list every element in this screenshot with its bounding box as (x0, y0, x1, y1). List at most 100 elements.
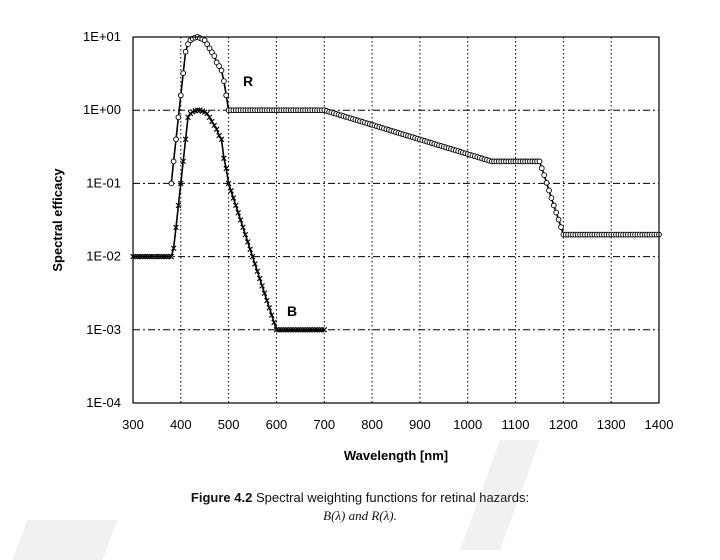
data-point-b (158, 253, 165, 260)
x-tick-label: 900 (409, 417, 431, 432)
data-point-b (240, 224, 246, 231)
data-point-r (204, 41, 210, 47)
data-point-b (144, 253, 151, 260)
data-point-b (311, 327, 318, 333)
data-point-b (180, 158, 186, 165)
data-point-r (216, 63, 222, 69)
data-point-b (178, 180, 184, 187)
y-tick-labels: 1E-04 1E-03 1E-02 1E-01 1E+00 1E+01 (83, 29, 121, 410)
y-tick-label: 1E+01 (83, 29, 121, 44)
data-point-b (221, 155, 227, 162)
x-tick-label: 800 (361, 417, 383, 432)
data-point-b (302, 327, 308, 333)
data-point-r (182, 48, 189, 55)
plot-area (133, 37, 659, 403)
data-point-b (314, 327, 320, 333)
data-point-r (175, 114, 182, 121)
x-tick-label: 400 (170, 417, 192, 432)
x-tick-label: 1100 (502, 417, 530, 432)
data-point-b (132, 253, 139, 260)
x-tick-label: 1200 (549, 417, 578, 432)
data-point-b (230, 195, 237, 201)
data-point-b (271, 319, 277, 326)
data-point-b (237, 217, 244, 223)
data-point-b (307, 327, 313, 333)
x-tick-label: 300 (122, 417, 144, 432)
x-tick-label: 1000 (453, 417, 482, 432)
data-point-r (173, 136, 179, 143)
data-point-b (161, 253, 167, 260)
figure-label: Figure 4.2 (190, 490, 253, 505)
data-point-b (264, 297, 270, 304)
data-point-b (254, 268, 261, 275)
series-r (168, 34, 662, 238)
series-label-r: R (243, 73, 253, 89)
data-point-b (268, 312, 275, 318)
data-point-b (280, 327, 287, 333)
data-point-r (543, 179, 550, 186)
x-tick-label: 600 (266, 417, 288, 432)
x-tick-label: 1300 (597, 417, 626, 432)
x-axis-title: Wavelength [nm] (344, 448, 448, 463)
data-point-b (244, 239, 251, 245)
figure-caption-line2: B(λ) and R(λ). (323, 508, 397, 523)
figure-caption-text: Spectral weighting functions for retinal… (255, 490, 530, 505)
figure-caption: Figure 4.2 Spectral weighting functions … (0, 490, 720, 505)
data-point-b (309, 327, 316, 333)
data-point-b (173, 224, 179, 231)
data-point-b (247, 246, 253, 253)
data-point-b (288, 327, 294, 333)
x-tick-label: 700 (313, 417, 335, 432)
data-point-b (142, 253, 148, 260)
data-point-b (194, 107, 201, 113)
plot-frame (132, 36, 660, 404)
data-point-b (154, 253, 160, 260)
data-point-b (316, 327, 323, 333)
data-point-b (209, 118, 215, 125)
data-point-b (304, 327, 311, 333)
x-tick-label: 500 (218, 417, 240, 432)
data-point-b (146, 253, 153, 260)
data-point-b (283, 327, 289, 333)
data-point-b (285, 327, 292, 333)
data-point-b (295, 327, 301, 333)
data-point-r (553, 209, 560, 216)
data-point-b (261, 290, 268, 296)
data-point-b (297, 327, 304, 333)
data-point-b (185, 114, 191, 121)
x-tick-labels: 300 400 500 600 700 800 900 1000 1100 1200 1300 140… (122, 417, 673, 432)
data-point-b (170, 245, 177, 252)
data-point-b (225, 180, 232, 187)
data-point-b (211, 122, 218, 129)
data-point-r (555, 216, 562, 223)
y-tick-label: 1E-04 (86, 395, 121, 410)
data-point-r (168, 180, 175, 187)
y-tick-label: 1E-02 (86, 249, 121, 264)
data-point-b (218, 136, 225, 143)
data-point-b (276, 327, 282, 333)
data-point-b (278, 327, 285, 333)
data-point-b (182, 136, 189, 143)
data-point-b (175, 202, 182, 209)
data-point-r (221, 78, 227, 84)
y-tick-label: 1E+00 (83, 102, 121, 117)
series-b (130, 107, 328, 333)
data-point-r (558, 224, 564, 230)
data-point-b (149, 253, 155, 260)
data-point-r (536, 158, 543, 165)
data-point-r (170, 158, 177, 165)
data-point-b (223, 165, 230, 172)
data-point-r (550, 202, 557, 209)
y-tick-label: 1E-01 (86, 175, 121, 190)
data-point-r (180, 70, 187, 77)
data-point-b (139, 253, 146, 260)
data-point-b (156, 253, 163, 260)
data-point-r (223, 92, 230, 99)
data-point-b (163, 253, 170, 260)
data-point-b (273, 327, 280, 333)
data-point-b (137, 253, 143, 260)
data-point-b (299, 327, 306, 333)
data-point-b (166, 253, 172, 260)
data-point-b (151, 253, 158, 260)
data-point-r (546, 187, 552, 194)
